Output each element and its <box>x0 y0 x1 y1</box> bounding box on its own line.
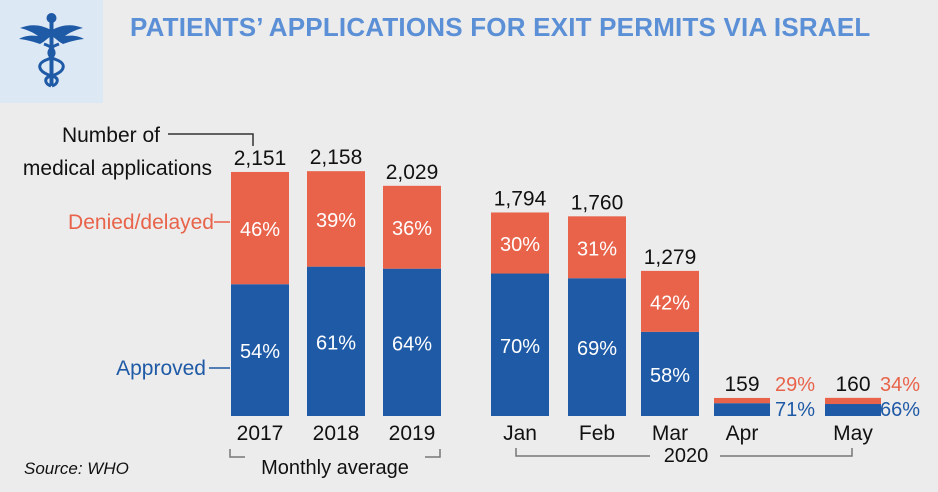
bar-approved-apr <box>714 403 770 416</box>
total-label-may: 160 <box>835 373 870 396</box>
bar-denied-feb <box>568 216 626 279</box>
pct-denied-2019: 36% <box>392 218 432 240</box>
bar-approved-2019 <box>383 268 441 416</box>
bar-denied-may <box>825 397 881 405</box>
tick-label-2019: 2019 <box>389 422 436 445</box>
bar-denied-2019 <box>383 185 441 269</box>
bar-approved-may <box>825 404 881 416</box>
bracket-2020 <box>515 448 853 457</box>
pct-denied-2018: 39% <box>316 210 356 232</box>
bar-denied-jan <box>491 212 549 274</box>
annotation-total-leader <box>168 133 254 146</box>
group-label-monthly-average: Monthly average <box>261 457 409 479</box>
bracket-monthly-average <box>229 449 441 458</box>
annotation-total-line2: medical applications <box>23 157 212 180</box>
pct-denied-apr: 29% <box>775 374 815 396</box>
tick-label-may: May <box>833 422 873 445</box>
total-label-2019: 2,029 <box>386 161 439 184</box>
tick-label-jan: Jan <box>503 422 537 445</box>
bar-approved-feb <box>568 278 626 416</box>
bar-approved-jan <box>491 273 549 416</box>
pct-approved-apr: 71% <box>775 399 815 421</box>
total-label-2018: 2,158 <box>310 146 363 169</box>
tick-label-feb: Feb <box>579 422 615 445</box>
total-label-apr: 159 <box>724 373 759 396</box>
bar-approved-2017 <box>231 284 289 416</box>
tick-label-mar: Mar <box>652 422 688 445</box>
annotation-total-line1: Number of <box>62 124 160 147</box>
pct-approved-mar: 58% <box>650 365 690 387</box>
pct-denied-may: 34% <box>880 374 920 396</box>
source-note: Source: WHO <box>24 459 129 478</box>
bar-approved-2018 <box>307 266 365 416</box>
bar-denied-2018 <box>307 171 365 267</box>
tick-label-2018: 2018 <box>313 422 360 445</box>
pct-approved-2019: 64% <box>392 333 432 355</box>
pct-approved-may: 66% <box>880 399 920 421</box>
annotation-denied: Denied/delayed <box>68 211 214 234</box>
pct-approved-2017: 54% <box>240 341 280 363</box>
group-label-2020: 2020 <box>664 445 709 467</box>
pct-approved-feb: 69% <box>577 338 617 360</box>
bar-denied-mar <box>641 270 699 332</box>
tick-label-2017: 2017 <box>237 422 284 445</box>
bar-denied-2017 <box>231 171 289 285</box>
total-label-feb: 1,760 <box>571 191 624 214</box>
annotation-approved: Approved <box>116 357 206 380</box>
logo-box <box>0 0 103 103</box>
pct-approved-2018: 61% <box>316 332 356 354</box>
bar-denied-apr <box>714 397 770 404</box>
pct-denied-feb: 31% <box>577 238 617 260</box>
total-label-2017: 2,151 <box>234 147 287 170</box>
pct-denied-mar: 42% <box>650 292 690 314</box>
caduceus-icon <box>19 13 84 88</box>
pct-denied-2017: 46% <box>240 219 280 241</box>
pct-approved-jan: 70% <box>500 336 540 358</box>
bar-approved-mar <box>641 331 699 416</box>
tick-label-apr: Apr <box>726 422 759 445</box>
total-label-mar: 1,279 <box>644 246 697 269</box>
total-label-jan: 1,794 <box>494 187 547 210</box>
pct-denied-jan: 30% <box>500 234 540 256</box>
chart-title: PATIENTS’ APPLICATIONS FOR EXIT PERMITS … <box>130 12 871 42</box>
